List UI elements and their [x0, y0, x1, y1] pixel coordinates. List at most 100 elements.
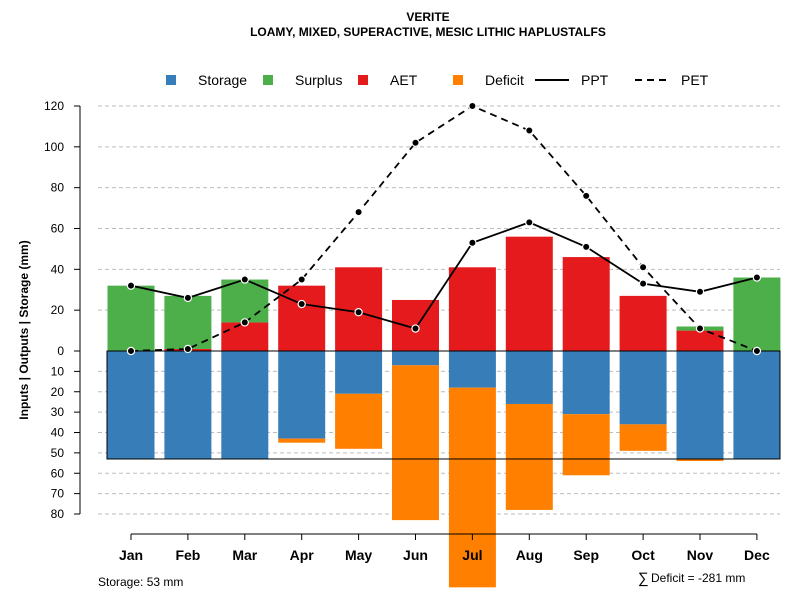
- point-ppt: [354, 308, 363, 317]
- storage-footnote: Storage: 53 mm: [98, 575, 183, 589]
- point-pet: [752, 346, 762, 356]
- point-pet: [297, 275, 306, 284]
- chart-title: VERITE: [406, 10, 449, 24]
- bar-deficit: [619, 424, 667, 451]
- y-tick-label: 80: [51, 181, 65, 195]
- legend-label: Storage: [198, 72, 247, 88]
- point-ppt: [525, 218, 534, 227]
- point-ppt: [638, 279, 648, 288]
- bar-storage: [164, 351, 212, 459]
- point-pet: [183, 344, 193, 354]
- x-tick-label: Feb: [175, 547, 200, 563]
- y-tick-label: 50: [51, 446, 65, 460]
- bar-deficit: [562, 414, 610, 476]
- y-axis-label: Inputs | Outputs | Storage (mm): [17, 240, 31, 419]
- point-ppt: [695, 287, 705, 296]
- legend-swatch: [358, 75, 368, 85]
- legend: Storage Surplus AET Deficit PPT PET: [166, 72, 709, 88]
- point-ppt: [411, 324, 420, 333]
- bar-storage: [733, 351, 781, 459]
- y-tick-label: 60: [51, 222, 65, 236]
- y-tick-label: 20: [51, 385, 65, 399]
- bar-surplus: [107, 285, 155, 351]
- sum-symbol-icon: ∑: [638, 570, 649, 587]
- series-lines: [126, 101, 762, 356]
- chart-subtitle: LOAMY, MIXED, SUPERACTIVE, MESIC LITHIC …: [250, 25, 606, 39]
- y-tick-label: 20: [51, 303, 65, 317]
- bar-storage: [392, 351, 439, 366]
- deficit-footnote: Deficit = -281 mm: [651, 571, 745, 585]
- bar-aet: [676, 330, 724, 351]
- y-tick-label: 120: [44, 99, 64, 113]
- bar-aet: [505, 236, 553, 351]
- bar-aet: [221, 322, 269, 351]
- point-pet: [411, 138, 420, 147]
- x-tick-label: Apr: [290, 547, 315, 563]
- point-ppt: [582, 242, 591, 252]
- point-pet: [695, 324, 705, 333]
- bar-surplus: [164, 295, 212, 349]
- point-pet: [582, 191, 591, 201]
- point-ppt: [183, 293, 193, 303]
- legend-label: AET: [390, 72, 418, 88]
- bar-deficit: [676, 458, 724, 462]
- point-ppt: [752, 273, 762, 282]
- bar-storage: [505, 351, 553, 404]
- y-tick-label: 10: [51, 364, 65, 378]
- x-tick-label: Dec: [744, 547, 770, 563]
- bar-storage: [278, 351, 326, 439]
- x-tick-label: Nov: [687, 547, 714, 563]
- legend-label: PPT: [581, 72, 609, 88]
- x-tick-label: Mar: [232, 547, 257, 563]
- point-pet: [354, 207, 363, 217]
- point-pet: [468, 101, 477, 111]
- point-ppt: [240, 275, 249, 284]
- bar-aet: [562, 257, 610, 351]
- y-tick-label: 100: [44, 140, 64, 154]
- legend-swatch: [166, 75, 176, 85]
- legend-label: Deficit: [485, 72, 524, 88]
- x-tick-label: Sep: [573, 547, 599, 563]
- bar-deficit: [505, 403, 553, 510]
- bar-aet: [619, 295, 667, 351]
- bar-storage: [107, 351, 155, 459]
- bar-aet: [278, 285, 326, 351]
- legend-swatch: [263, 75, 273, 85]
- y-tick-label: 30: [51, 405, 65, 419]
- bar-storage: [562, 351, 610, 415]
- axes: 0 20 40 60 80 100 120 10 20 30 40 50 60 70 80 Jan Feb Mar…: [44, 99, 770, 563]
- y-tick-label: 40: [51, 426, 65, 440]
- bar-deficit: [392, 365, 439, 521]
- bar-aet: [448, 267, 496, 351]
- x-tick-label: Aug: [516, 547, 543, 563]
- bar-surplus: [733, 277, 781, 351]
- y-tick-label: 40: [51, 262, 65, 276]
- bar-storage: [619, 351, 667, 425]
- point-ppt: [468, 238, 477, 247]
- bar-storage: [335, 351, 383, 394]
- legend-label: PET: [681, 72, 709, 88]
- x-tick-label: Oct: [631, 547, 655, 563]
- bar-deficit: [278, 438, 326, 443]
- point-pet: [638, 263, 648, 272]
- x-tick-label: Jul: [462, 547, 482, 563]
- point-ppt: [126, 281, 136, 290]
- point-pet: [126, 346, 136, 356]
- x-tick-label: May: [345, 547, 372, 563]
- bar-storage: [676, 351, 724, 459]
- y-tick-label: 0: [57, 344, 64, 358]
- point-pet: [240, 318, 249, 327]
- x-tick-label: Jan: [119, 547, 143, 563]
- storage-capacity-box: [106, 350, 781, 460]
- point-pet: [525, 126, 534, 135]
- line-ppt: [130, 221, 758, 330]
- point-ppt: [297, 299, 306, 309]
- y-tick-label: 60: [51, 466, 65, 480]
- bar-storage: [221, 351, 269, 459]
- bar-storage: [448, 351, 496, 388]
- line-pet: [130, 104, 758, 352]
- y-tick-label: 70: [51, 487, 65, 501]
- x-tick-label: Jun: [403, 547, 428, 563]
- y-tick-label: 80: [51, 507, 65, 521]
- bar-deficit: [335, 393, 383, 449]
